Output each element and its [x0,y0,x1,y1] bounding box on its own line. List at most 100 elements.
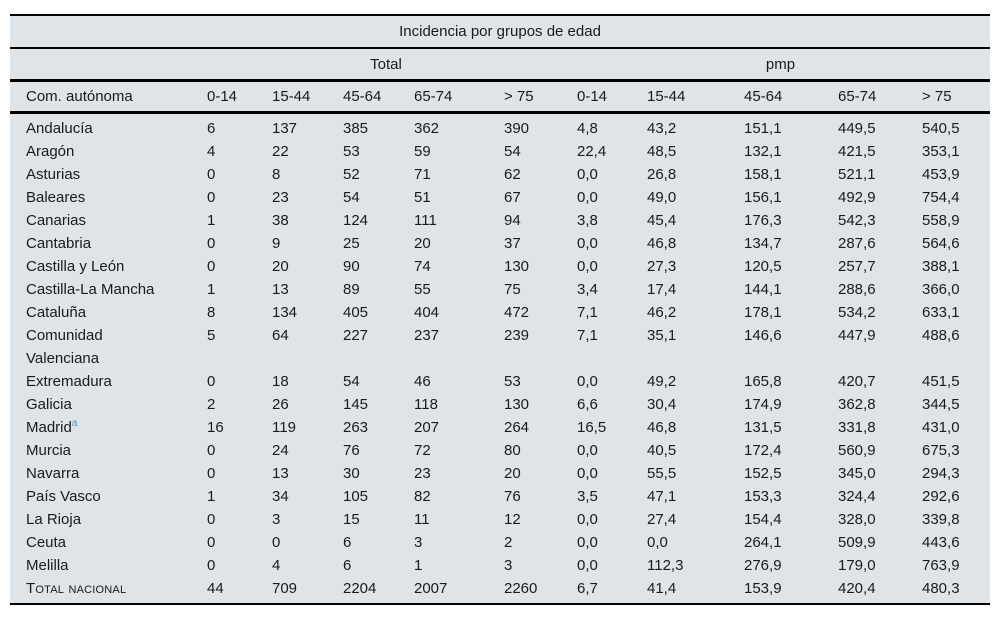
value-cell-total-4: 37 [504,235,521,252]
value-cell-pmp-1: 41,4 [647,580,677,597]
value-cell-total-2: 2204 [343,580,377,597]
value-cell-total-0: 16 [207,419,224,436]
value-cell-total-3: 404 [414,304,440,321]
value-cell-pmp-1: 30,4 [647,396,677,413]
value-cell-pmp-0: 0,0 [577,511,598,528]
region-name: Total nacional [26,580,127,597]
value-cell-total-0: 44 [207,580,224,597]
value-cell-total-4: 12 [504,511,521,528]
group-header-row: Total pmp [10,48,991,82]
region-name: Madrida [26,418,78,437]
value-cell-pmp-1: 55,5 [647,465,677,482]
value-cell-pmp-1: 26,8 [647,166,677,183]
value-cell-total-2: 145 [343,396,369,413]
table-row-total: Total nacional 44 709 2204 2007 2260 6,7 41,4 15… [10,577,990,604]
value-cell-total-2: 6 [343,534,352,551]
value-cell-total-0: 1 [207,281,216,298]
value-cell-total-0: 4 [207,143,216,160]
value-cell-total-2: 124 [343,212,369,229]
value-cell-pmp-0: 4,8 [577,120,598,137]
value-cell-pmp-3: 542,3 [838,212,876,229]
value-cell-total-0: 1 [207,488,216,505]
value-cell-total-0: 0 [207,258,216,275]
value-cell-pmp-3: 420,7 [838,373,876,390]
value-cell-total-1: 64 [272,327,289,344]
value-cell-total-0: 0 [207,373,216,390]
value-cell-total-4: 130 [504,396,530,413]
value-cell-pmp-1: 0,0 [647,534,668,551]
value-cell-pmp-3: 328,0 [838,511,876,528]
value-cell-pmp-0: 6,7 [577,580,598,597]
region-name: Aragón [26,143,75,160]
value-cell-pmp-2: 134,7 [744,235,782,252]
value-cell-total-3: 3 [414,534,423,551]
value-cell-total-3: 82 [414,488,431,505]
value-cell-pmp-4: 366,0 [922,281,960,298]
value-cell-total-0: 0 [207,557,216,574]
value-cell-pmp-4: 344,5 [922,396,960,413]
value-cell-total-1: 4 [272,557,281,574]
table-body: Andalucía 6 137 385 362 390 4,8 43,2 151,1 449,5 5… [10,113,990,605]
value-cell-pmp-2: 276,9 [744,557,782,574]
value-cell-total-3: 23 [414,465,431,482]
value-cell-pmp-3: 560,9 [838,442,876,459]
table-row: Aragón 4 22 53 59 54 22,4 48,5 132,1 421,5 353,1 [10,140,990,163]
value-cell-total-1: 34 [272,488,289,505]
region-name: Baleares [26,189,86,206]
column-header-age-total-0: 0-14 [201,80,266,114]
value-cell-total-1: 18 [272,373,289,390]
value-cell-total-3: 74 [414,258,431,275]
value-cell-total-0: 6 [207,120,216,137]
table-title: Incidencia por grupos de edad [10,15,991,49]
region-name: País Vasco [26,488,101,505]
value-cell-pmp-3: 257,7 [838,258,876,275]
value-cell-total-3: 55 [414,281,431,298]
value-cell-total-2: 405 [343,304,369,321]
value-cell-total-3: 51 [414,189,431,206]
value-cell-pmp-3: 324,4 [838,488,876,505]
value-cell-total-0: 2 [207,396,216,413]
value-cell-pmp-2: 165,8 [744,373,782,390]
value-cell-total-2: 385 [343,120,369,137]
region-name: Galicia [26,396,72,413]
column-header-age-pmp-4: > 75 [916,80,991,114]
value-cell-total-0: 0 [207,534,216,551]
value-cell-pmp-2: 131,5 [744,419,782,436]
value-cell-total-3: 72 [414,442,431,459]
value-cell-pmp-1: 48,5 [647,143,677,160]
value-cell-pmp-4: 339,8 [922,511,960,528]
value-cell-total-3: 111 [414,212,437,229]
value-cell-pmp-2: 120,5 [744,258,782,275]
value-cell-total-0: 1 [207,212,216,229]
value-cell-pmp-2: 156,1 [744,189,782,206]
value-cell-total-4: 264 [504,419,530,436]
value-cell-pmp-1: 49,0 [647,189,677,206]
value-cell-total-2: 90 [343,258,360,275]
value-cell-pmp-2: 151,1 [744,120,782,137]
table-row: Baleares 0 23 54 51 67 0,0 49,0 156,1 492,9 754,4 [10,186,990,209]
value-cell-pmp-3: 345,0 [838,465,876,482]
table-row: Comunidad Valenciana 5 64 227 237 239 7,1 35,1 1… [10,324,990,370]
table-row: Melilla 0 4 6 1 3 0,0 112,3 276,9 179,0 763,9 [10,554,990,577]
column-header-age-total-1: 15-44 [266,80,337,114]
value-cell-total-4: 3 [504,557,513,574]
group-header-pmp: pmp [571,48,991,82]
value-cell-pmp-1: 45,4 [647,212,677,229]
value-cell-total-1: 26 [272,396,289,413]
value-cell-total-2: 54 [343,189,360,206]
value-cell-pmp-1: 47,1 [647,488,677,505]
value-cell-total-4: 80 [504,442,521,459]
value-cell-pmp-3: 287,6 [838,235,876,252]
table-row: Ceuta 0 0 6 3 2 0,0 0,0 264,1 509,9 443,6 [10,531,990,554]
value-cell-total-0: 0 [207,465,216,482]
value-cell-total-0: 8 [207,304,216,321]
table-row: Extremadura 0 18 54 46 53 0,0 49,2 165,8 420,7 451… [10,370,990,393]
value-cell-total-1: 0 [272,534,281,551]
region-name: Murcia [26,442,72,459]
value-cell-total-1: 709 [272,580,298,597]
value-cell-pmp-2: 176,3 [744,212,782,229]
value-cell-total-1: 20 [272,258,289,275]
table-row: País Vasco 1 34 105 82 76 3,5 47,1 153,3 324,4 292… [10,485,990,508]
value-cell-total-2: 54 [343,373,360,390]
value-cell-total-2: 52 [343,166,360,183]
